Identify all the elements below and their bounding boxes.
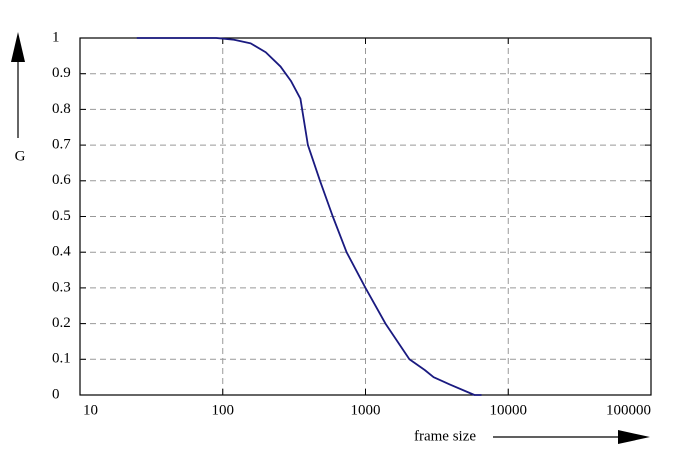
x-tick-label: 10	[83, 402, 98, 418]
x-arrowhead	[618, 430, 650, 444]
y-tick-label: 0.9	[52, 65, 71, 81]
x-tick-label: 100000	[606, 402, 651, 418]
y-tick-label: 1	[52, 29, 60, 45]
y-tick-label: 0.6	[52, 172, 71, 188]
y-tick-label: 0.8	[52, 101, 71, 117]
y-axis-label: G	[15, 148, 26, 164]
data-line	[136, 37, 482, 396]
y-tick-label: 0.1	[52, 351, 71, 367]
x-tick-label: 100	[212, 402, 235, 418]
y-arrowhead	[11, 32, 25, 62]
y-tick-label: 0.7	[52, 137, 71, 153]
y-tick-label: 0.4	[52, 244, 71, 260]
y-tick-label: 0.3	[52, 279, 71, 295]
x-tick-label: 1000	[351, 402, 381, 418]
y-tick-label: 0.2	[52, 315, 71, 331]
y-tick-label: 0	[52, 386, 60, 402]
x-axis-label: frame size	[414, 428, 476, 444]
y-tick-label: 0.5	[52, 208, 71, 224]
x-tick-label: 10000	[490, 402, 528, 418]
